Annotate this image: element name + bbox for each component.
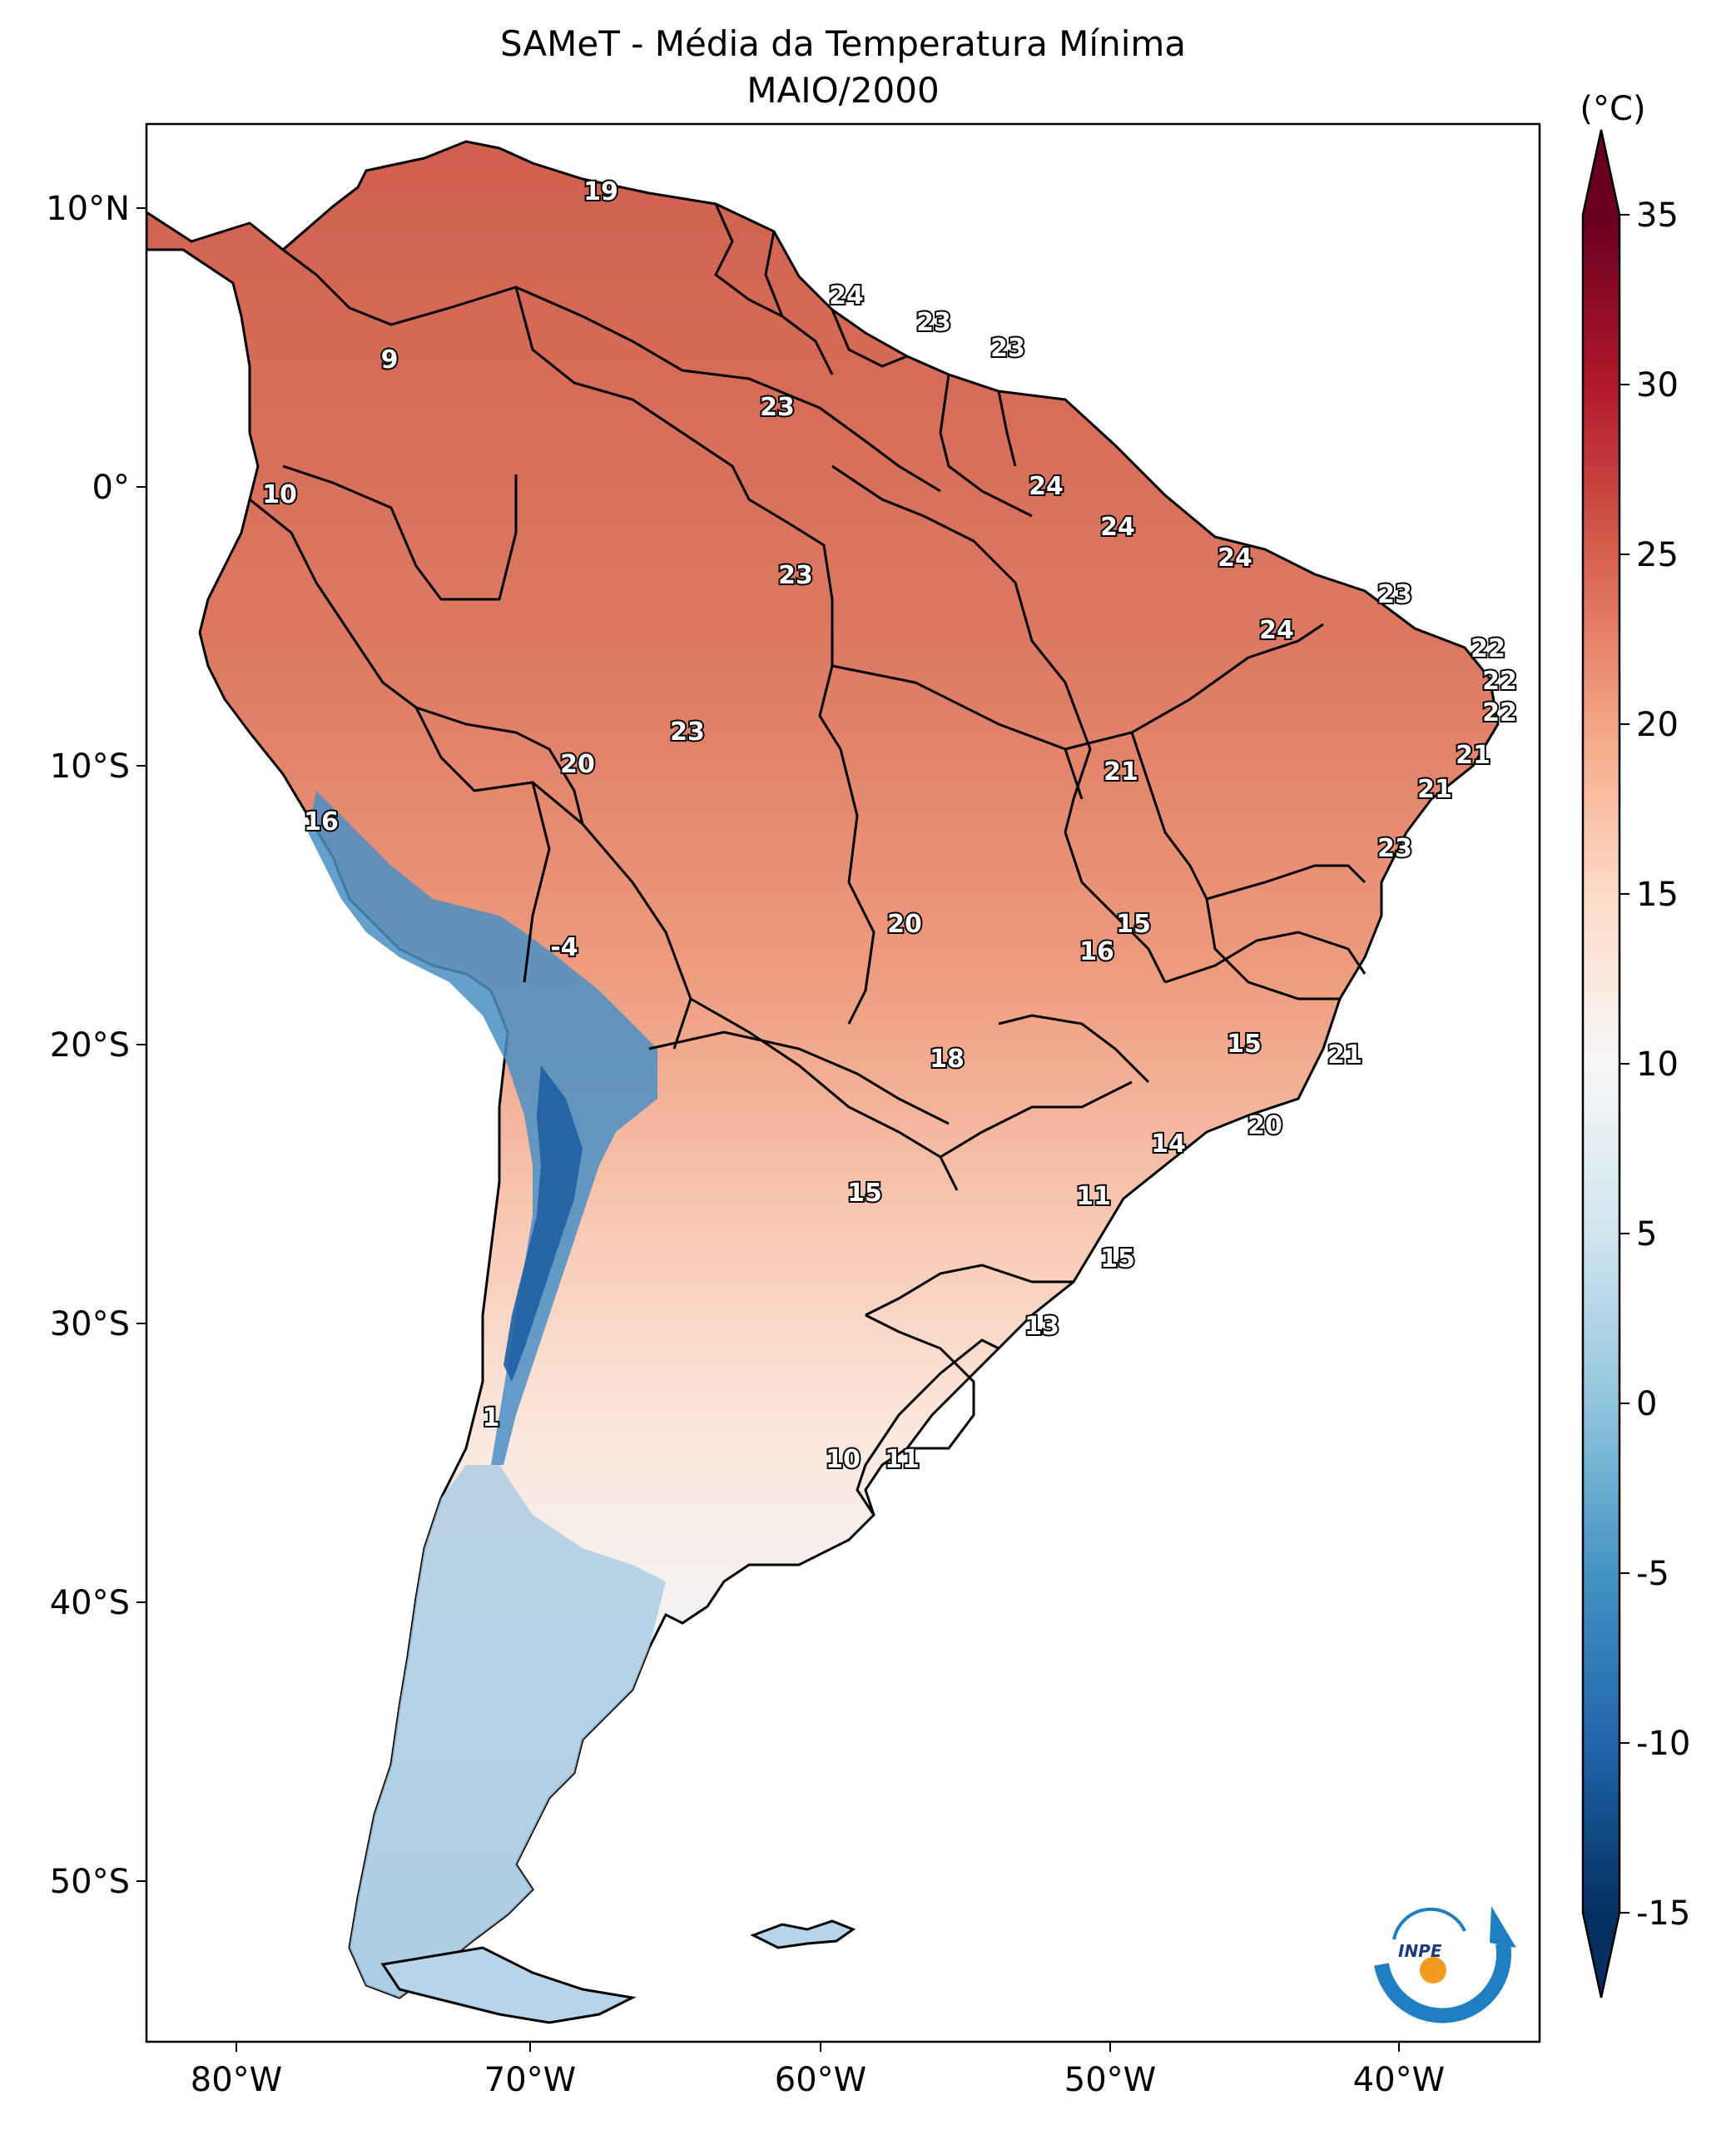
colorbar-tick-label: 0	[1636, 1385, 1657, 1423]
falkland-islands	[750, 1919, 856, 1949]
map-label: 23	[760, 393, 795, 422]
map-label: 16	[304, 807, 339, 837]
colorbar-tick-label: 15	[1636, 876, 1679, 914]
map-label: 14	[1151, 1130, 1186, 1159]
inpe-logo-text: INPE	[1398, 1941, 1442, 1961]
map-label: 23	[916, 308, 951, 337]
map-label: 23	[1377, 580, 1412, 609]
map-label: 24	[1029, 472, 1064, 501]
map-label: 15	[1227, 1030, 1262, 1059]
map-label: 24	[1218, 544, 1252, 573]
colorbar-tick-label: 35	[1636, 196, 1679, 235]
y-tick-label: 10°N	[46, 190, 130, 228]
colorbar-tick-label: 20	[1636, 706, 1679, 744]
map-label: 10	[262, 480, 297, 509]
map-label: 15	[1116, 910, 1151, 939]
map-label: 24	[1259, 616, 1294, 645]
map-label: 24	[1100, 513, 1135, 542]
map-label: 22	[1471, 634, 1505, 663]
map-label: 23	[990, 334, 1025, 363]
map-label: 23	[1377, 834, 1412, 863]
colorbar-tick-label: -10	[1636, 1725, 1690, 1763]
map-label: 16	[1079, 937, 1114, 966]
map-label: 18	[930, 1045, 965, 1074]
map-label: 22	[1482, 698, 1517, 727]
map-label: 19	[583, 177, 618, 206]
colorbar-tick-label: 30	[1636, 366, 1679, 405]
map-label: 21	[1456, 741, 1490, 770]
patagonia-cool-zone	[350, 1465, 666, 1998]
x-tick-label: 70°W	[484, 2061, 576, 2099]
x-tick-label: 60°W	[775, 2061, 866, 2099]
map-label: 21	[1327, 1040, 1362, 1070]
map-label: 15	[1100, 1244, 1135, 1274]
colorbar-unit: (°C)	[1580, 90, 1645, 128]
map-label: 1	[483, 1403, 500, 1432]
y-tick-label: 10°S	[50, 747, 130, 786]
y-tick-label: 20°S	[50, 1026, 130, 1065]
y-tick-label: 40°S	[50, 1584, 130, 1622]
map-label: 20	[1247, 1111, 1282, 1140]
colorbar-tick-label: 25	[1636, 536, 1679, 574]
y-tick-label: 30°S	[50, 1305, 130, 1343]
map-label: 15	[847, 1179, 882, 1208]
x-axis	[236, 2042, 1400, 2052]
map-title: SAMeT - Média da Temperatura Mínima	[500, 23, 1186, 64]
colorbar-tick-label: 5	[1636, 1215, 1657, 1254]
map-label: 11	[885, 1445, 920, 1474]
map-area	[146, 124, 1540, 2042]
map-label: 9	[381, 345, 399, 375]
map-label: 13	[1024, 1312, 1059, 1341]
andes-deep-cold	[503, 1065, 583, 1382]
map-label: 21	[1417, 775, 1452, 804]
map-label: 23	[670, 717, 705, 747]
colorbar	[1581, 129, 1629, 1998]
map-subtitle: MAIO/2000	[746, 70, 939, 111]
colorbar-tick-label: -5	[1636, 1555, 1669, 1593]
tierra-del-fuego	[380, 1946, 637, 2024]
map-label: 21	[1104, 757, 1138, 787]
map-label: 24	[829, 281, 864, 310]
map-frame	[145, 122, 1541, 2043]
map-value-labels: 19 24 23 23 9 23 10 24 24 23 24 23 24 23…	[260, 176, 1519, 1476]
x-tick-label: 50°W	[1064, 2061, 1156, 2099]
x-tick-label: 40°W	[1353, 2061, 1445, 2099]
map-label: 11	[1076, 1182, 1111, 1211]
map-label: 23	[778, 561, 813, 590]
andes-cold-band	[308, 791, 657, 1465]
x-tick-label: 80°W	[191, 2061, 282, 2099]
map-label: 20	[887, 910, 922, 939]
country-borders	[249, 203, 1366, 1516]
colorbar-tick-label: 10	[1636, 1045, 1679, 1084]
inpe-logo-icon: INPE	[1374, 1906, 1516, 2023]
map-label: 22	[1482, 667, 1517, 696]
map-label: -4	[550, 933, 578, 962]
y-tick-label: 50°S	[50, 1863, 130, 1901]
map-label: 20	[560, 750, 595, 779]
map-label: 10	[826, 1445, 861, 1474]
colorbar-tick-label: -15	[1636, 1894, 1690, 1933]
y-axis	[136, 207, 146, 1882]
y-tick-label: 0°	[92, 469, 130, 507]
